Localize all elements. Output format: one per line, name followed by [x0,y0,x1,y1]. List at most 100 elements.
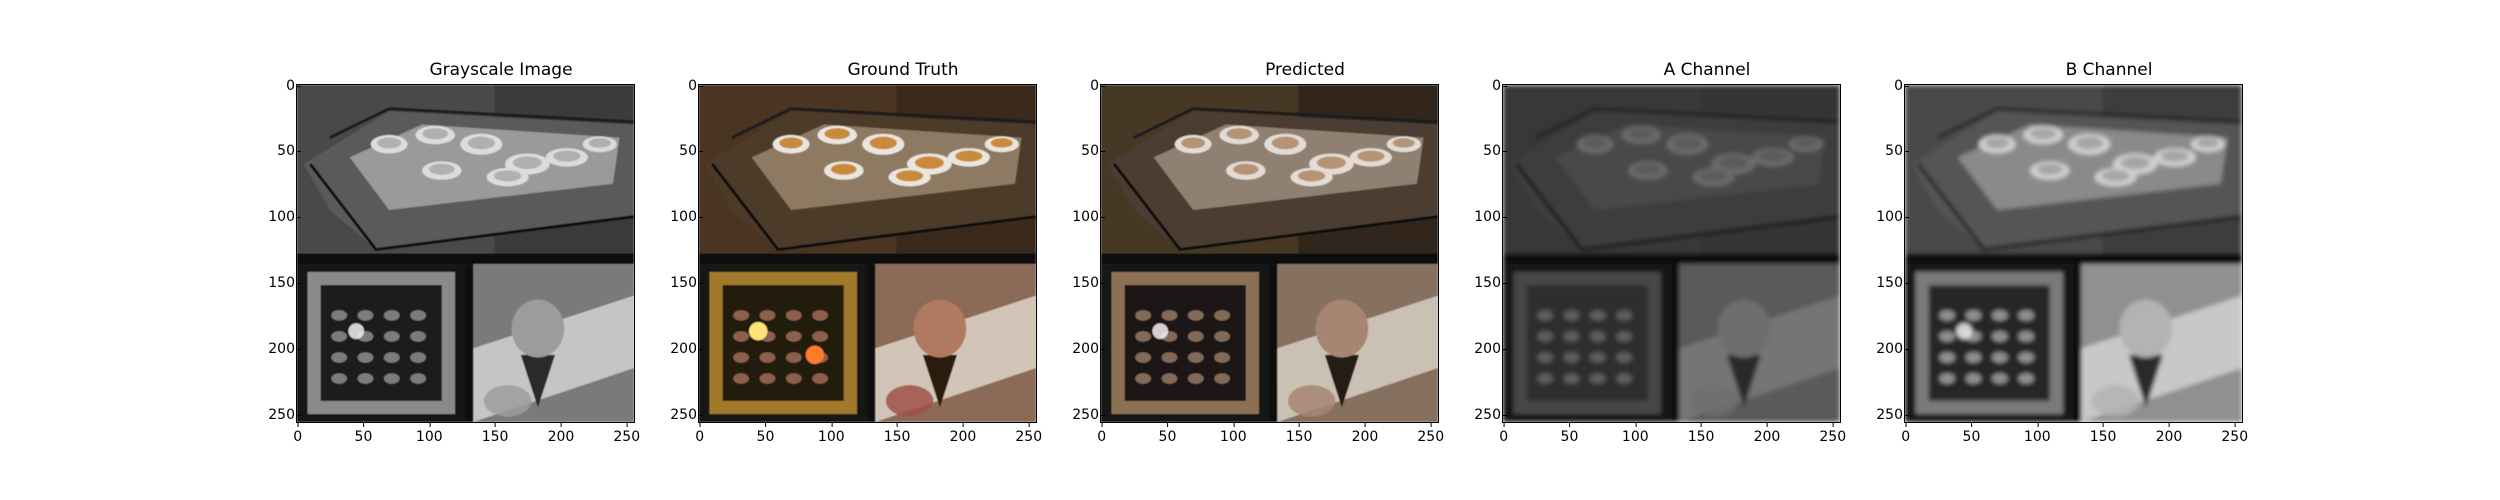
poster-item [1616,352,1633,363]
poster-item [1214,352,1231,363]
case-frame [308,163,634,252]
display-glass [1957,124,2228,211]
separator-band [1905,253,2242,265]
image-content [297,85,634,422]
case-frame [1112,163,1438,252]
x-tick-label: 100 [1219,422,1247,445]
y-tick-label: 150 [1471,276,1507,290]
separator-gap [867,264,876,422]
cone [520,354,556,408]
poster-item [1187,310,1204,321]
food [1181,137,1206,149]
x-tick-label: 50 [354,422,373,445]
x-tick-label: 200 [949,422,977,445]
food [830,163,857,175]
food [869,136,897,150]
scoop [1315,299,1369,358]
image [1503,85,1840,422]
scoop [2119,299,2173,358]
separator-gap [1269,264,1278,422]
poster-item [1589,373,1606,384]
poster-item [410,373,427,384]
poster-item [1939,373,1956,384]
poster-item [1214,373,1231,384]
poster-item [1135,352,1152,363]
x-tick-label: 100 [2023,422,2051,445]
light-glare [749,321,768,341]
food [1583,137,1608,149]
panel-title: Predicted [1265,60,1345,80]
cone [1726,354,1762,408]
food [1316,156,1346,169]
separator-band [699,253,1036,265]
image-axes: 0 50 100 150 200 250 0 50 100 150 200 250 [670,79,1042,444]
y-tick-label: 250 [667,408,703,422]
poster-item [1187,331,1204,342]
y-tick-label: 200 [1471,342,1507,356]
hand [1287,385,1336,417]
poster-item [1537,373,1554,384]
food [1357,150,1385,162]
poster-item [1537,331,1554,342]
poster-item [357,373,374,384]
poster-item [2018,310,2035,321]
panel-predicted: Predicted 0 50 100 150 200 250 0 50 100 150 200 250 [1072,0,1510,500]
x-tick-label: 200 [1753,422,1781,445]
poster-item [1965,352,1982,363]
panel-title: A Channel [1663,60,1751,80]
poster-item [1135,373,1152,384]
y-tick-label: 250 [1471,408,1507,422]
image-content [699,85,1036,422]
y-tick-label: 100 [1873,210,1909,224]
food [990,138,1013,148]
y-tick-label: 0 [1873,79,1909,93]
case-top-rail [1937,107,2242,140]
image-axes: 0 50 100 150 200 250 0 50 100 150 200 250 [1474,79,1846,444]
panel-ground-truth: Ground Truth 0 50 100 150 200 250 0 50 100 150 200… [670,0,1108,500]
food [512,156,542,169]
x-tick-label: 50 [756,422,775,445]
poster-item [410,352,427,363]
image [297,85,634,422]
poster-item [1991,352,2008,363]
light-glare [1956,323,1973,340]
x-tick-label: 100 [817,422,845,445]
cone [2128,354,2164,408]
poster-item [759,310,776,321]
food [1297,170,1326,182]
food [2030,128,2057,140]
food [422,128,449,140]
food [2101,170,2130,182]
y-tick-label: 150 [1873,276,1909,290]
poster-item [1991,331,2008,342]
poster-item [1537,310,1554,321]
poster-item [1589,331,1606,342]
display-glass [1555,124,1826,211]
x-tick-label: 0 [1901,422,1911,445]
case-frame [710,163,1036,252]
x-tick-label: 0 [695,422,705,445]
food [588,138,611,148]
display-glass [751,124,1022,211]
x-tick-label: 250 [1417,422,1445,445]
x-tick-label: 250 [2221,422,2249,445]
panel-title: Grayscale Image [429,60,573,80]
poster-item [785,331,802,342]
display-glass [1153,124,1424,211]
x-tick-label: 50 [1158,422,1177,445]
y-tick-label: 50 [1471,144,1507,158]
separator-gap [2073,264,2082,422]
case-frame [1514,163,1840,252]
poster-item [383,352,400,363]
image-content [1905,85,2242,422]
hand [2091,385,2140,417]
panel-a-channel: A Channel 0 50 100 150 200 250 0 50 100 150 200 250 [1474,0,1912,500]
y-tick-label: 250 [1069,408,1105,422]
food [377,137,402,149]
poster-item [759,352,776,363]
poster-item [1589,310,1606,321]
poster-item [1589,352,1606,363]
poster-item [1939,310,1956,321]
poster-item [1161,373,1178,384]
cone [1324,354,1360,408]
